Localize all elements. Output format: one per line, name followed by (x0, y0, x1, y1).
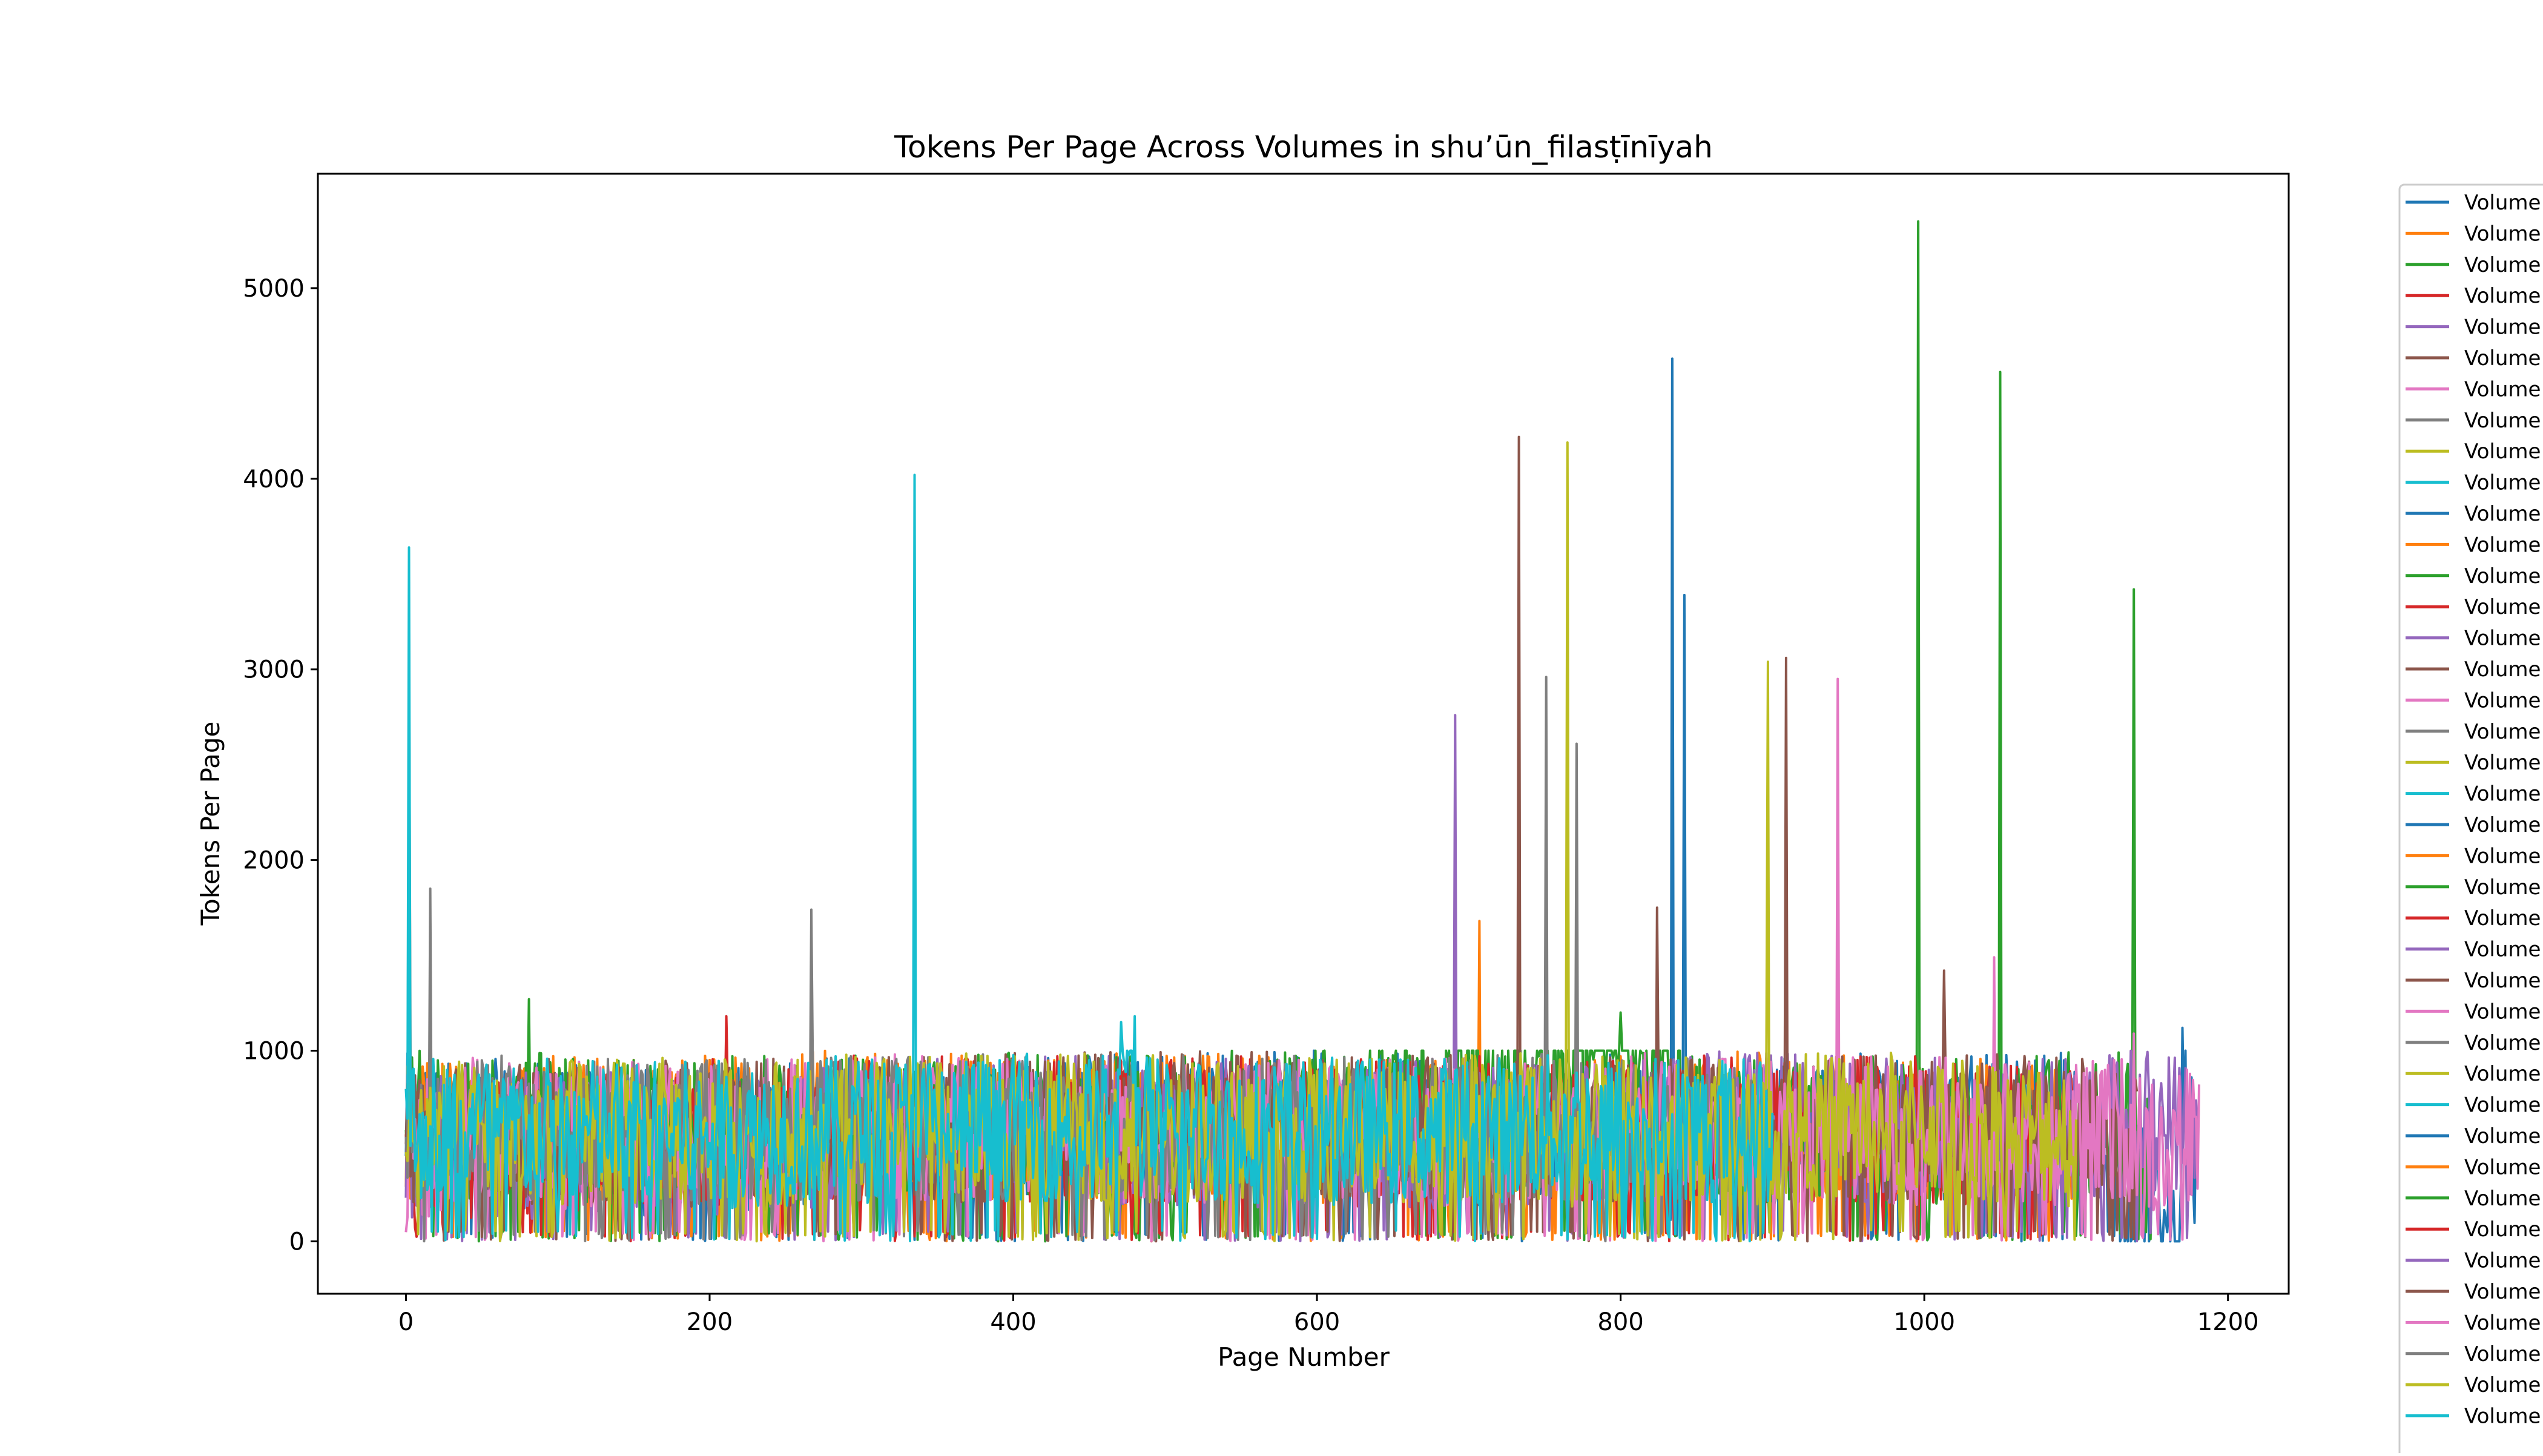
legend-entry-label: Volume (2464, 720, 2541, 744)
series-line-9 (404, 441, 2077, 1243)
x-tick-label: 200 (687, 1308, 733, 1336)
x-axis-ticks: 0 200 400 600 800 1000 1200 (398, 1294, 2259, 1336)
legend-entry-label: Volume (2464, 1031, 2541, 1055)
y-tick-label: 2000 (243, 847, 305, 875)
legend-entry-label: Volume (2464, 471, 2541, 495)
legend-entry-label: Volume (2464, 969, 2541, 993)
chart-title: Tokens Per Page Across Volumes in shu’ūn… (894, 130, 1713, 165)
legend-entry-label: Volume (2464, 1405, 2541, 1429)
legend-entry-label: Volume (2464, 938, 2541, 962)
legend-entry-label: Volume (2464, 1000, 2541, 1024)
legend-entry-label: Volume (2464, 751, 2541, 775)
x-tick-label: 600 (1294, 1308, 1340, 1336)
legend-entry-label: Volume (2464, 1062, 2541, 1086)
legend-entry-label: Volume (2464, 1311, 2541, 1335)
legend-entry-label: Volume (2464, 409, 2541, 433)
legend-entry-label: Volume (2464, 1342, 2541, 1366)
legend-entry-label: Volume (2464, 315, 2541, 340)
plot-frame (317, 173, 2290, 1295)
legend-entry-label: Volume (2464, 1093, 2541, 1118)
legend-entry-label: Volume (2464, 595, 2541, 619)
legend-entry-label: Volume (2464, 813, 2541, 837)
legend-entry-label: Volume (2464, 1187, 2541, 1211)
legend-entry-label: Volume (2464, 782, 2541, 806)
legend: Volume Volume Volume Volume Volume Volume Volu… (2398, 183, 2543, 1456)
legend-entry-label: Volume (2464, 1155, 2541, 1179)
legend-entry-label: Volume (2464, 191, 2541, 215)
legend-entry-label: Volume (2464, 1217, 2541, 1242)
x-tick-label: 1000 (1893, 1308, 1955, 1336)
legend-entry-label: Volume (2464, 875, 2541, 900)
legend-entry-label: Volume (2464, 284, 2541, 308)
y-tick-label: 4000 (243, 466, 305, 493)
legend-entry-label: Volume (2464, 844, 2541, 868)
x-tick-label: 800 (1597, 1308, 1643, 1336)
legend-entry-label: Volume (2464, 657, 2541, 682)
legend-entry-label: Volume (2464, 533, 2541, 557)
legend-box (2398, 183, 2543, 1456)
x-tick-label: 400 (990, 1308, 1036, 1336)
y-tick-label: 5000 (243, 275, 305, 303)
legend-entry-label: Volume (2464, 1249, 2541, 1273)
legend-entry-label: Volume (2464, 688, 2541, 713)
legend-entry-label: Volume (2464, 1280, 2541, 1304)
y-axis-ticks: 0 1000 2000 3000 4000 5000 (243, 275, 318, 1256)
legend-entry-label: Volume (2464, 502, 2541, 526)
legend-entry-label: Volume (2464, 440, 2541, 464)
y-tick-label: 3000 (243, 656, 305, 684)
legend-entry-label: Volume (2464, 906, 2541, 931)
legend-entry-label: Volume (2464, 564, 2541, 588)
series-line-10 (404, 473, 1774, 1243)
x-tick-label: 0 (398, 1308, 414, 1336)
y-tick-label: 1000 (243, 1038, 305, 1066)
series-layer (404, 220, 2200, 1243)
y-axis-label: Tokens Per Page (196, 722, 225, 926)
legend-entry-label: Volume (2464, 1124, 2541, 1148)
x-tick-label: 1200 (2197, 1308, 2259, 1336)
legend-entry-label: Volume (2464, 253, 2541, 277)
x-axis-label: Page Number (1218, 1342, 1390, 1372)
legend-entry-label: Volume (2464, 346, 2541, 371)
y-tick-label: 0 (289, 1228, 305, 1256)
legend-entry-label: Volume (2464, 222, 2541, 246)
legend-entry-label: Volume (2464, 627, 2541, 651)
legend-entry-label: Volume (2464, 377, 2541, 401)
legend-entry-label: Volume (2464, 1373, 2541, 1397)
